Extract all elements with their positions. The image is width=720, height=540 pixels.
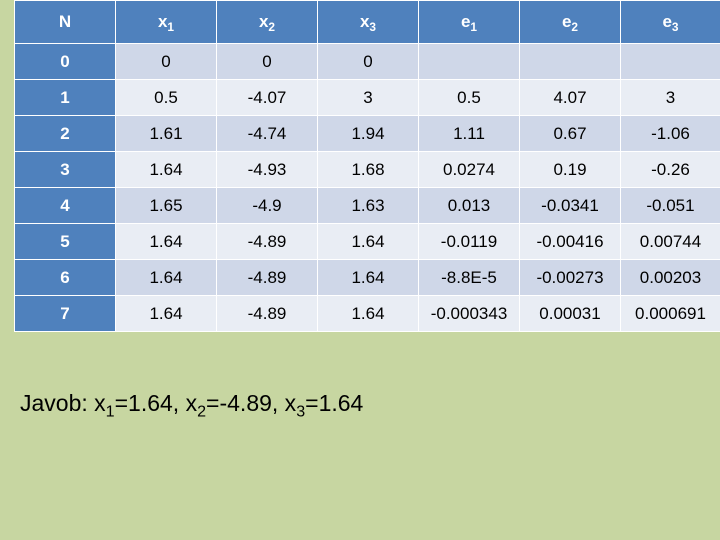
header-row: N x1 x2 x3 e1 e2 e3	[14, 0, 720, 44]
answer-text: Javob: x1=1.64, x2=-4.89, x3=1.64	[20, 390, 364, 421]
cell-x1: 1.64	[115, 295, 217, 332]
header-e1: e1	[418, 0, 520, 44]
row-index: 7	[14, 295, 116, 332]
cell-x2: -4.89	[216, 223, 318, 260]
cell-e3: 0.000691	[620, 295, 720, 332]
cell-e1: -8.8E-5	[418, 259, 520, 296]
cell-e3: -0.051	[620, 187, 720, 224]
cell-e1: 0.0274	[418, 151, 520, 188]
cell-x2: -4.9	[216, 187, 318, 224]
cell-e3: 3	[620, 79, 720, 116]
table-row: 7 1.64 -4.89 1.64 -0.000343 0.00031 0.00…	[14, 295, 720, 332]
cell-x1: 1.61	[115, 115, 217, 152]
cell-x3: 1.64	[317, 259, 419, 296]
table-row: 3 1.64 -4.93 1.68 0.0274 0.19 -0.26	[14, 151, 720, 188]
cell-e2: -0.00416	[519, 223, 621, 260]
cell-e2: 0.67	[519, 115, 621, 152]
cell-x3: 1.68	[317, 151, 419, 188]
row-index: 6	[14, 259, 116, 296]
row-index: 1	[14, 79, 116, 116]
cell-x2: -4.89	[216, 295, 318, 332]
cell-x1: 0.5	[115, 79, 217, 116]
row-index: 4	[14, 187, 116, 224]
cell-e3: -0.26	[620, 151, 720, 188]
table-row: 2 1.61 -4.74 1.94 1.11 0.67 -1.06	[14, 115, 720, 152]
cell-e2: 0.00031	[519, 295, 621, 332]
cell-e2: -0.0341	[519, 187, 621, 224]
cell-x1: 1.64	[115, 259, 217, 296]
cell-x2: -4.93	[216, 151, 318, 188]
table-row: 6 1.64 -4.89 1.64 -8.8E-5 -0.00273 0.002…	[14, 259, 720, 296]
cell-x1: 1.64	[115, 151, 217, 188]
cell-e2: 0.19	[519, 151, 621, 188]
cell-e2: 4.07	[519, 79, 621, 116]
cell-x2: -4.89	[216, 259, 318, 296]
cell-e3	[620, 43, 720, 80]
cell-x3: 3	[317, 79, 419, 116]
header-e3: e3	[620, 0, 720, 44]
header-x3: x3	[317, 0, 419, 44]
cell-x1: 0	[115, 43, 217, 80]
cell-e2	[519, 43, 621, 80]
cell-e1: 1.11	[418, 115, 520, 152]
row-index: 3	[14, 151, 116, 188]
table-row: 5 1.64 -4.89 1.64 -0.0119 -0.00416 0.007…	[14, 223, 720, 260]
cell-e1: 0.5	[418, 79, 520, 116]
header-x1: x1	[115, 0, 217, 44]
cell-e2: -0.00273	[519, 259, 621, 296]
cell-x2: 0	[216, 43, 318, 80]
row-index: 0	[14, 43, 116, 80]
iteration-table: N x1 x2 x3 e1 e2 e3 0 0 0 0 1 0.5 -4.07 …	[14, 0, 720, 332]
cell-x3: 1.64	[317, 295, 419, 332]
cell-x2: -4.74	[216, 115, 318, 152]
header-e2: e2	[519, 0, 621, 44]
cell-x3: 0	[317, 43, 419, 80]
cell-x3: 1.64	[317, 223, 419, 260]
cell-e1: 0.013	[418, 187, 520, 224]
cell-x1: 1.65	[115, 187, 217, 224]
cell-x1: 1.64	[115, 223, 217, 260]
header-x2: x2	[216, 0, 318, 44]
row-index: 5	[14, 223, 116, 260]
cell-x3: 1.94	[317, 115, 419, 152]
cell-e3: 0.00744	[620, 223, 720, 260]
cell-x3: 1.63	[317, 187, 419, 224]
cell-e3: -1.06	[620, 115, 720, 152]
row-index: 2	[14, 115, 116, 152]
cell-e3: 0.00203	[620, 259, 720, 296]
cell-e1: -0.0119	[418, 223, 520, 260]
table-row: 1 0.5 -4.07 3 0.5 4.07 3	[14, 79, 720, 116]
cell-e1	[418, 43, 520, 80]
cell-x2: -4.07	[216, 79, 318, 116]
table-row: 0 0 0 0	[14, 43, 720, 80]
cell-e1: -0.000343	[418, 295, 520, 332]
header-n: N	[14, 0, 116, 44]
table-row: 4 1.65 -4.9 1.63 0.013 -0.0341 -0.051	[14, 187, 720, 224]
